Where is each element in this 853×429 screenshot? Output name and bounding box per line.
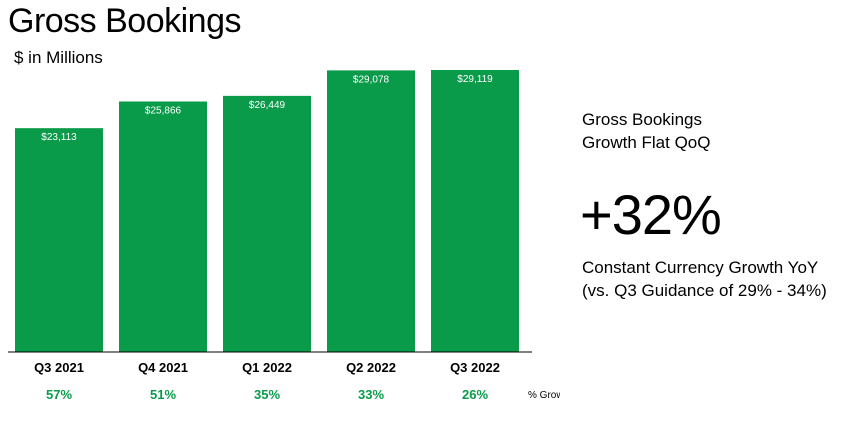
gross-bookings-chart: $23,113 Q3 2021 57% $25,866 Q4 2021 51% $26,44… bbox=[8, 70, 560, 402]
bar bbox=[223, 95, 311, 352]
bar bbox=[15, 128, 103, 352]
x-tick-label: Q3 2021 bbox=[34, 360, 84, 375]
growth-stat: +32% bbox=[580, 183, 722, 246]
bar-value-label: $25,866 bbox=[145, 106, 182, 117]
x-tick-label: Q3 2022 bbox=[450, 360, 500, 375]
bar-value-label: $29,119 bbox=[457, 74, 493, 85]
bar-value-label: $29,078 bbox=[353, 74, 390, 85]
growth-label: 35% bbox=[254, 387, 280, 402]
x-tick-label: Q4 2021 bbox=[138, 360, 188, 375]
bar bbox=[327, 70, 415, 352]
growth-label: 26% bbox=[462, 387, 488, 402]
x-tick-label: Q2 2022 bbox=[346, 360, 396, 375]
growth-label: 51% bbox=[150, 387, 176, 402]
highlight-note-line: (vs. Q3 Guidance of 29% - 34%) bbox=[582, 281, 827, 300]
bar bbox=[119, 101, 207, 352]
highlight-heading: Gross Bookings Growth Flat QoQ bbox=[582, 108, 832, 154]
page-title: Gross Bookings bbox=[8, 2, 242, 40]
growth-label: 57% bbox=[46, 387, 72, 402]
bar-value-label: $26,449 bbox=[249, 100, 286, 111]
page-subtitle: $ in Millions bbox=[14, 48, 103, 67]
bar-value-label: $23,113 bbox=[41, 132, 77, 143]
highlight-heading-line: Growth Flat QoQ bbox=[582, 133, 711, 152]
growth-row-label: % Growth YoY bbox=[528, 390, 560, 401]
bar bbox=[431, 70, 519, 352]
growth-label: 33% bbox=[358, 387, 384, 402]
x-tick-label: Q1 2022 bbox=[242, 360, 292, 375]
highlight-note: Constant Currency Growth YoY (vs. Q3 Gui… bbox=[582, 256, 847, 302]
highlight-note-line: Constant Currency Growth YoY bbox=[582, 258, 819, 277]
highlight-heading-line: Gross Bookings bbox=[582, 110, 702, 129]
